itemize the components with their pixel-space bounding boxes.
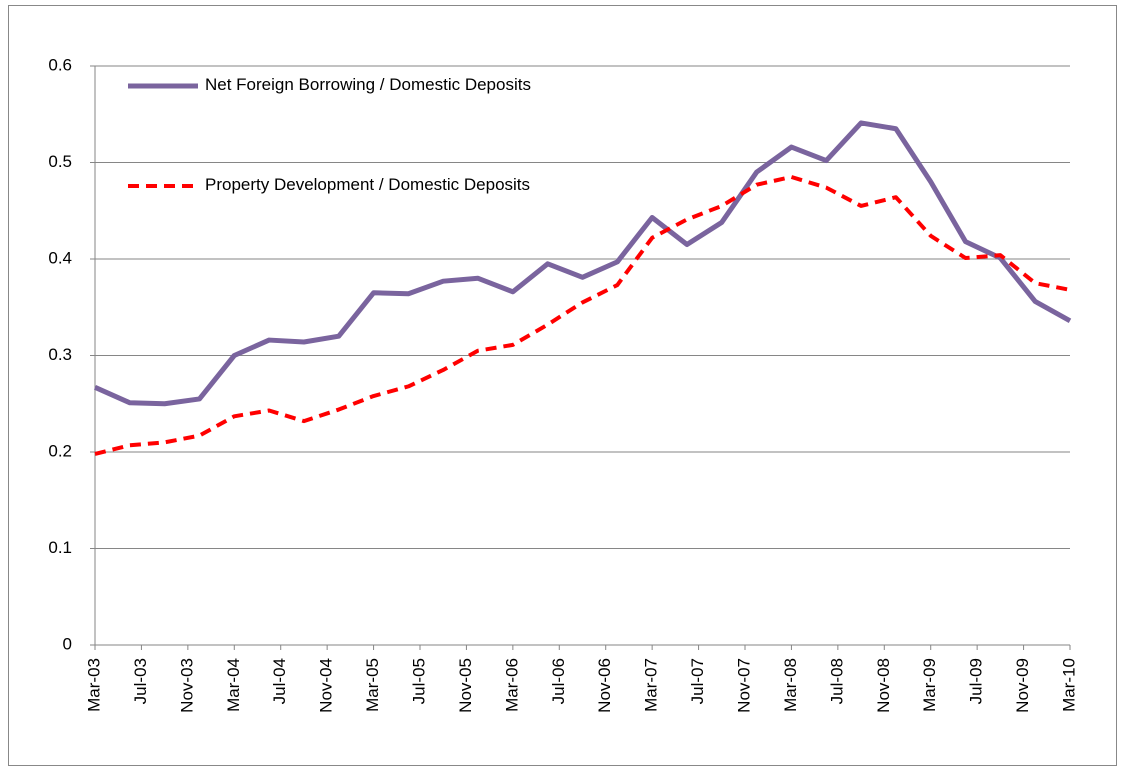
x-tick-label: Nov-08 — [874, 658, 893, 713]
x-tick-label: Nov-05 — [456, 658, 475, 713]
x-tick-label: Nov-03 — [177, 658, 196, 713]
legend-label: Property Development / Domestic Deposits — [205, 175, 531, 194]
y-tick-label: 0.4 — [48, 248, 72, 267]
x-tick-label: Nov-07 — [734, 658, 753, 713]
series-line — [93, 120, 1072, 407]
y-tick-label: 0.6 — [48, 55, 72, 74]
x-tick-label: Mar-10 — [1059, 658, 1078, 712]
y-tick-label: 0.5 — [48, 152, 72, 171]
x-tick-label: Jul-04 — [270, 658, 289, 704]
x-tick-label: Jul-06 — [549, 658, 568, 704]
x-tick-label: Jul-03 — [131, 658, 150, 704]
x-tick-label: Mar-04 — [224, 658, 243, 712]
series-line — [94, 174, 1071, 456]
x-tick-label: Mar-07 — [642, 658, 661, 712]
x-tick-label: Nov-06 — [595, 658, 614, 713]
y-tick-label: 0.2 — [48, 441, 72, 460]
x-tick-label: Nov-09 — [1013, 658, 1032, 713]
x-tick-label: Jul-09 — [967, 658, 986, 704]
x-tick-label: Mar-05 — [363, 658, 382, 712]
x-tick-label: Mar-06 — [502, 658, 521, 712]
chart-border — [8, 5, 1117, 766]
x-tick-label: Jul-08 — [827, 658, 846, 704]
y-tick-label: 0.3 — [48, 345, 72, 364]
x-tick-label: Mar-09 — [920, 658, 939, 712]
legend-label: Net Foreign Borrowing / Domestic Deposit… — [205, 75, 531, 94]
y-tick-label: 0 — [63, 634, 72, 653]
x-tick-label: Jul-07 — [688, 658, 707, 704]
x-tick-label: Mar-08 — [781, 658, 800, 712]
x-tick-label: Jul-05 — [409, 658, 428, 704]
x-tick-label: Mar-03 — [84, 658, 103, 712]
y-tick-label: 0.1 — [48, 538, 72, 557]
x-tick-label: Nov-04 — [317, 658, 336, 713]
